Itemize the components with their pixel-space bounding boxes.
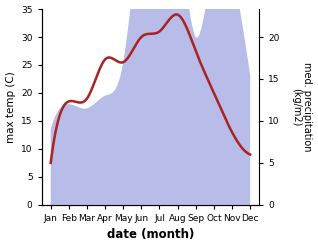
Y-axis label: max temp (C): max temp (C) (5, 71, 16, 143)
X-axis label: date (month): date (month) (107, 228, 194, 242)
Y-axis label: med. precipitation
(kg/m2): med. precipitation (kg/m2) (291, 62, 313, 152)
